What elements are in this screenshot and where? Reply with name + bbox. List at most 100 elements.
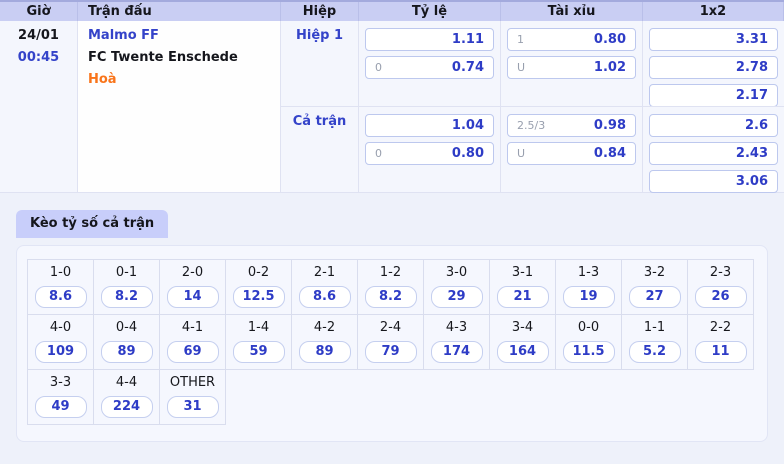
score-odds-button[interactable]: 29 [430, 285, 483, 308]
score-cell: 4-3 174 [423, 314, 490, 370]
score-label: 3-0 [445, 264, 468, 280]
score-odds-button[interactable]: 27 [628, 285, 681, 308]
over-under-odds-box[interactable]: 2.5/3 0.98 [507, 114, 636, 137]
score-label: 1-2 [379, 264, 402, 280]
score-cell: 3-4 164 [489, 314, 556, 370]
correct-score-panel: 1-0 8.6 0-1 8.2 2-0 14 0-2 12.5 2-1 8. [16, 245, 768, 442]
match-kickoff-time: 00:45 [17, 50, 60, 65]
score-odds-button[interactable]: 19 [562, 285, 615, 308]
1x2-odds-first-half: 3.31 2.78 2.17 [643, 21, 784, 107]
handicap-odds-box[interactable]: 1.04 [365, 114, 494, 137]
handicap-odds-box[interactable]: 0 0.74 [365, 56, 494, 79]
odds-value: 2.17 [735, 88, 768, 103]
1x2-odds-full-time: 2.6 2.43 3.06 [643, 106, 784, 193]
header-over-under: Tài xỉu [501, 2, 643, 21]
score-label: 2-1 [313, 264, 336, 280]
header-period: Hiệp [281, 2, 359, 21]
score-label: 4-3 [445, 319, 468, 335]
1x2-away-odds-box[interactable]: 2.17 [649, 84, 778, 107]
score-cell: 2-1 8.6 [291, 259, 358, 315]
over-under-odds-box[interactable]: 1 0.80 [507, 28, 636, 51]
score-odds-button[interactable]: 31 [166, 395, 219, 418]
score-cell: 2-2 11 [687, 314, 754, 370]
score-label: 0-0 [577, 319, 600, 335]
score-odds-button[interactable]: 21 [496, 285, 549, 308]
score-odds-button[interactable]: 164 [496, 340, 549, 363]
home-team-name[interactable]: Malmo FF [88, 28, 159, 43]
score-odds-button[interactable]: 59 [232, 340, 285, 363]
score-cell: 1-4 59 [225, 314, 292, 370]
score-label: 2-0 [181, 264, 204, 280]
over-under-odds-box[interactable]: U 1.02 [507, 56, 636, 79]
score-odds-button[interactable]: 89 [298, 340, 351, 363]
score-cell: OTHER 31 [159, 369, 226, 425]
score-cell: 3-2 27 [621, 259, 688, 315]
handicap-odds-box[interactable]: 1.11 [365, 28, 494, 51]
score-label: 0-2 [247, 264, 270, 280]
tab-correct-score[interactable]: Kèo tỷ số cả trận [16, 210, 169, 238]
header-match: Trận đấu [78, 2, 281, 21]
score-odds-button[interactable]: 12.5 [232, 285, 285, 308]
over-under-line: 1 [517, 33, 524, 46]
over-under-line: U [517, 61, 526, 74]
score-odds-button[interactable]: 11 [694, 340, 747, 363]
1x2-draw-odds-box[interactable]: 2.43 [649, 142, 778, 165]
over-under-odds-box[interactable]: U 0.84 [507, 142, 636, 165]
score-odds-button[interactable]: 69 [166, 340, 219, 363]
score-label: 0-1 [115, 264, 138, 280]
score-label: 1-4 [247, 319, 270, 335]
score-label: 4-4 [115, 374, 138, 390]
score-odds-button[interactable]: 26 [694, 285, 747, 308]
handicap-line: 0 [375, 61, 382, 74]
correct-score-grid: 1-0 8.6 0-1 8.2 2-0 14 0-2 12.5 2-1 8. [27, 259, 754, 425]
score-odds-button[interactable]: 8.2 [100, 285, 153, 308]
score-odds-button[interactable]: 14 [166, 285, 219, 308]
1x2-home-odds-box[interactable]: 2.6 [649, 114, 778, 137]
score-grid-row: 1-0 8.6 0-1 8.2 2-0 14 0-2 12.5 2-1 8. [27, 259, 754, 315]
score-odds-button[interactable]: 224 [100, 395, 153, 418]
1x2-draw-odds-box[interactable]: 2.78 [649, 56, 778, 79]
score-label: 4-0 [49, 319, 72, 335]
odds-value: 1.11 [451, 32, 484, 47]
score-odds-button[interactable]: 8.2 [364, 285, 417, 308]
period-label-full-time: Cả trận [281, 106, 359, 192]
score-cell: 0-1 8.2 [93, 259, 160, 315]
score-cell: 1-0 8.6 [27, 259, 94, 315]
score-label: 2-3 [709, 264, 732, 280]
score-cell: 1-1 5.2 [621, 314, 688, 370]
handicap-odds-box[interactable]: 0 0.80 [365, 142, 494, 165]
score-label: 2-2 [709, 319, 732, 335]
score-cell: 0-4 89 [93, 314, 160, 370]
away-team-name: FC Twente Enschede [88, 50, 238, 65]
score-cell: 4-1 69 [159, 314, 226, 370]
over-under-odds-full-time: 2.5/3 0.98 U 0.84 [501, 106, 643, 192]
over-under-line: U [517, 147, 526, 160]
score-odds-button[interactable]: 79 [364, 340, 417, 363]
score-cell: 2-0 14 [159, 259, 226, 315]
score-label: 1-3 [577, 264, 600, 280]
score-label: 4-2 [313, 319, 336, 335]
odds-value: 0.84 [593, 146, 626, 161]
over-under-odds-first-half: 1 0.80 U 1.02 [501, 21, 643, 106]
header-handicap: Tỷ lệ [359, 2, 501, 21]
score-label: 0-4 [115, 319, 138, 335]
match-time-cell: 24/01 00:45 [0, 21, 78, 192]
odds-value: 0.98 [593, 118, 626, 133]
score-cell: 2-3 26 [687, 259, 754, 315]
score-odds-button[interactable]: 8.6 [34, 285, 87, 308]
header-time: Giờ [0, 2, 78, 21]
score-odds-button[interactable]: 5.2 [628, 340, 681, 363]
score-odds-button[interactable]: 49 [34, 395, 87, 418]
score-odds-button[interactable]: 8.6 [298, 285, 351, 308]
score-label: 1-0 [49, 264, 72, 280]
score-odds-button[interactable]: 89 [100, 340, 153, 363]
score-odds-button[interactable]: 109 [34, 340, 87, 363]
match-teams-cell: Malmo FF FC Twente Enschede Hoà [78, 21, 281, 192]
1x2-home-odds-box[interactable]: 3.31 [649, 28, 778, 51]
handicap-line: 0 [375, 147, 382, 160]
score-odds-button[interactable]: 11.5 [562, 340, 615, 363]
score-cell: 0-0 11.5 [555, 314, 622, 370]
1x2-away-odds-box[interactable]: 3.06 [649, 170, 778, 193]
score-grid-row: 4-0 109 0-4 89 4-1 69 1-4 59 4-2 89 [27, 314, 754, 370]
score-odds-button[interactable]: 174 [430, 340, 483, 363]
